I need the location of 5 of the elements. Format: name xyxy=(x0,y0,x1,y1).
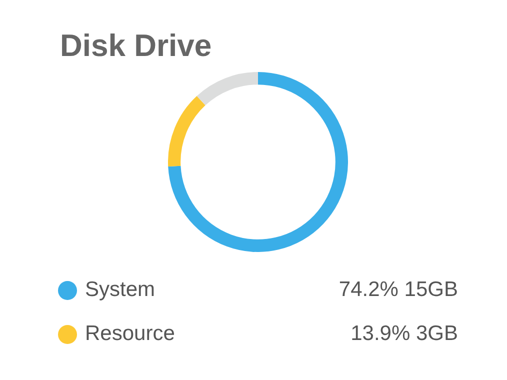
data-label: 74.2% 15GB xyxy=(338,278,458,302)
data-label: 13.9% 3GB xyxy=(350,322,458,346)
chart-title: Disk Drive xyxy=(60,28,212,64)
legend-label: System xyxy=(85,278,156,302)
legend-label: Resource xyxy=(85,322,176,346)
